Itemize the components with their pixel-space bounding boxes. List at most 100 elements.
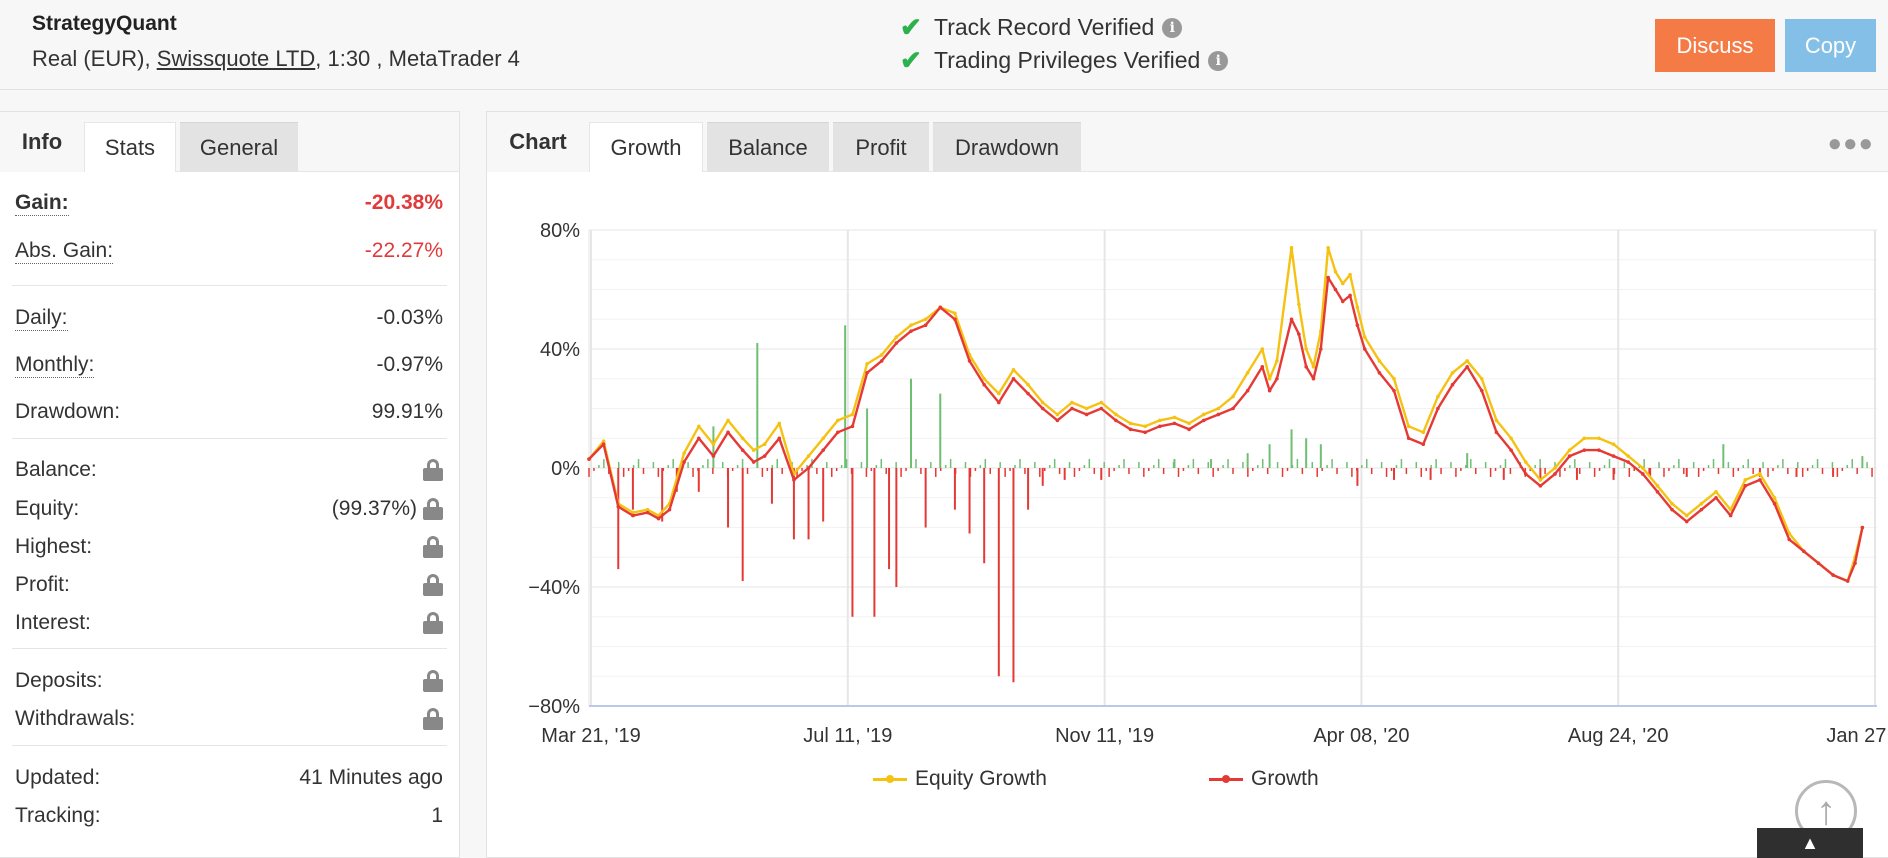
divider xyxy=(12,438,447,439)
stat-balance: Balance: xyxy=(15,455,443,485)
stat-drawdown: Drawdown: 99.91% xyxy=(15,397,443,427)
growth-point xyxy=(631,513,635,518)
equity-growth-point xyxy=(1392,376,1396,381)
growth-point xyxy=(953,317,957,322)
daily-value: -0.03% xyxy=(376,306,443,329)
equity-growth-point xyxy=(1772,495,1777,500)
interest-label: Interest: xyxy=(15,611,91,634)
growth-point xyxy=(1450,382,1455,387)
tab-profit[interactable]: Profit xyxy=(833,122,929,172)
copy-button[interactable]: Copy xyxy=(1785,19,1876,72)
equity-growth-point xyxy=(1355,305,1360,310)
collapse-bar-button[interactable]: ▲ xyxy=(1757,828,1863,858)
stat-highest: Highest: xyxy=(15,532,443,562)
lock-icon xyxy=(423,670,443,692)
equity-growth-point xyxy=(1421,430,1426,435)
equity-growth-point xyxy=(1684,513,1689,518)
growth-point xyxy=(711,454,716,458)
equity-growth-point xyxy=(1743,478,1748,482)
equity-growth-point xyxy=(1326,246,1330,250)
gain-label[interactable]: Gain: xyxy=(15,190,69,216)
equity-growth-point xyxy=(1567,448,1572,452)
growth-point xyxy=(1816,561,1821,565)
tab-stats[interactable]: Stats xyxy=(84,122,176,172)
updated-label: Updated: xyxy=(15,766,101,789)
tab-balance[interactable]: Balance xyxy=(707,122,829,172)
growth-point xyxy=(726,430,730,435)
equity-growth-line xyxy=(588,246,1864,583)
growth-point xyxy=(1728,513,1733,518)
equity-growth-point xyxy=(1758,472,1762,476)
growth-point xyxy=(1567,454,1572,458)
growth-point xyxy=(1333,287,1338,292)
daily-label[interactable]: Daily: xyxy=(15,305,68,331)
tab-growth[interactable]: Growth xyxy=(589,122,703,172)
monthly-label[interactable]: Monthly: xyxy=(15,352,95,378)
legend-growth[interactable]: Growth xyxy=(1209,767,1319,791)
legend-equity-growth[interactable]: Equity Growth xyxy=(873,767,1047,791)
equity-growth-point xyxy=(726,418,730,423)
growth-point xyxy=(938,305,943,310)
growth-point xyxy=(836,430,840,435)
growth-point xyxy=(1406,436,1411,441)
equity-growth-point xyxy=(923,317,928,322)
lock-icon xyxy=(423,459,443,481)
equity-growth-point xyxy=(894,335,899,339)
equity-growth-point xyxy=(1728,507,1733,512)
equity-growth-point xyxy=(850,412,855,417)
growth-point xyxy=(616,504,621,509)
tracking-label: Tracking: xyxy=(15,804,101,827)
divider xyxy=(12,745,447,746)
tab-general[interactable]: General xyxy=(180,122,298,172)
equity-growth-point xyxy=(1450,371,1455,375)
profit-label: Profit: xyxy=(15,573,70,596)
growth-point xyxy=(1853,561,1857,565)
growth-point xyxy=(1055,418,1060,423)
equity-growth-point xyxy=(631,510,635,515)
growth-point xyxy=(821,448,825,452)
tab-chart[interactable]: Chart xyxy=(487,112,589,172)
withdrawals-label: Withdrawals: xyxy=(15,707,136,730)
info-icon[interactable]: i xyxy=(1208,50,1229,71)
y-tick-label: −40% xyxy=(528,577,580,599)
equity-growth-point xyxy=(1340,281,1345,286)
equity-growth-point xyxy=(1523,460,1528,464)
growth-point xyxy=(894,341,899,345)
growth-point xyxy=(879,359,884,363)
stat-monthly: Monthly: -0.97% xyxy=(15,350,443,380)
growth-point xyxy=(1772,501,1777,506)
growth-point xyxy=(1340,299,1345,304)
growth-point xyxy=(1465,365,1469,369)
lock-icon xyxy=(423,612,443,634)
more-options-icon[interactable]: ●●● xyxy=(1827,130,1874,157)
equity-growth-point xyxy=(751,448,756,452)
broker-link[interactable]: Swissquote LTD xyxy=(156,46,316,71)
discuss-button[interactable]: Discuss xyxy=(1655,19,1775,72)
equity-growth-point xyxy=(1297,302,1301,307)
growth-point xyxy=(656,516,661,521)
growth-point xyxy=(850,424,855,429)
equity-growth-point xyxy=(1114,412,1118,417)
equity-growth-point xyxy=(1011,368,1016,372)
equity-growth-point xyxy=(1553,466,1557,470)
equity-growth-point xyxy=(1436,394,1440,399)
growth-point xyxy=(1655,490,1660,494)
abs-gain-label[interactable]: Abs. Gain: xyxy=(15,238,114,264)
equity-growth-point xyxy=(1538,478,1543,482)
tab-drawdown[interactable]: Drawdown xyxy=(933,122,1081,172)
equity-growth-point xyxy=(1597,436,1601,441)
growth-point xyxy=(682,460,686,464)
stat-daily: Daily: -0.03% xyxy=(15,303,443,333)
growth-point xyxy=(1553,472,1557,476)
equity-growth-point xyxy=(1494,418,1499,423)
tracking-value: 1 xyxy=(431,804,443,827)
info-icon[interactable]: i xyxy=(1162,17,1183,38)
equity-growth-point xyxy=(1641,466,1645,470)
y-tick-label: 80% xyxy=(540,220,580,242)
equity-growth-point xyxy=(1128,421,1133,426)
tab-info[interactable]: Info xyxy=(0,112,84,172)
equity-growth-point xyxy=(696,424,701,429)
growth-swatch-icon xyxy=(1209,769,1243,789)
equity-growth-point xyxy=(1026,382,1030,387)
growth-point xyxy=(1392,388,1396,393)
